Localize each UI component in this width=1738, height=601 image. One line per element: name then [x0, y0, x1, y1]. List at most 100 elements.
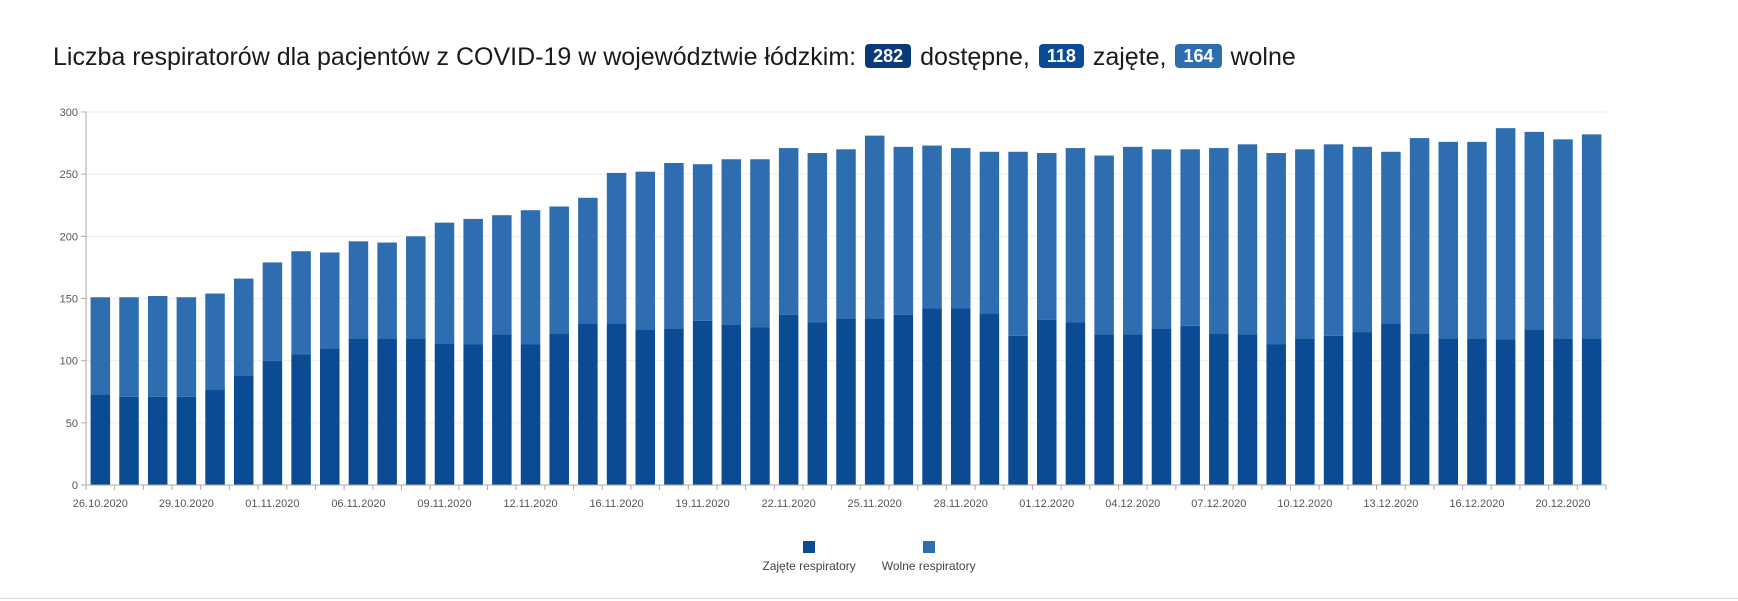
bar-occupied[interactable]: [750, 327, 770, 485]
bar-free[interactable]: [1065, 148, 1086, 323]
bar-free[interactable]: [520, 210, 541, 345]
bar-occupied[interactable]: [979, 313, 1000, 485]
bar-occupied[interactable]: [492, 334, 512, 485]
bar-occupied[interactable]: [1323, 335, 1344, 485]
bar-free[interactable]: [1295, 149, 1315, 339]
bar-occupied[interactable]: [1094, 334, 1114, 485]
bar-free[interactable]: [1381, 151, 1401, 324]
bar-occupied[interactable]: [1438, 338, 1459, 485]
bar-free[interactable]: [377, 242, 397, 339]
bar-free[interactable]: [836, 149, 856, 319]
bar-occupied[interactable]: [147, 396, 168, 485]
bar-occupied[interactable]: [119, 396, 139, 485]
bar-free[interactable]: [635, 171, 655, 330]
bar-free[interactable]: [893, 146, 914, 315]
bar-free[interactable]: [664, 162, 684, 329]
bar-occupied[interactable]: [1295, 338, 1315, 485]
bar-occupied[interactable]: [807, 322, 828, 485]
bar-occupied[interactable]: [1553, 338, 1573, 485]
bar-occupied[interactable]: [1467, 338, 1487, 485]
bar-free[interactable]: [463, 218, 483, 345]
bar-occupied[interactable]: [348, 338, 369, 485]
bar-free[interactable]: [1323, 144, 1344, 336]
bar-free[interactable]: [233, 278, 254, 376]
bar-occupied[interactable]: [434, 343, 455, 485]
bar-free[interactable]: [434, 222, 455, 344]
bar-free[interactable]: [606, 172, 627, 324]
bar-free[interactable]: [578, 197, 598, 324]
bar-free[interactable]: [90, 297, 111, 395]
bar-occupied[interactable]: [406, 338, 426, 485]
bar-free[interactable]: [406, 236, 426, 339]
bar-occupied[interactable]: [606, 323, 627, 485]
bar-occupied[interactable]: [1123, 334, 1143, 485]
bar-free[interactable]: [1151, 149, 1172, 329]
bar-occupied[interactable]: [635, 329, 655, 485]
bar-free[interactable]: [1495, 128, 1516, 340]
bar-occupied[interactable]: [1352, 332, 1372, 485]
bar-occupied[interactable]: [922, 308, 942, 485]
bar-occupied[interactable]: [893, 314, 914, 485]
bar-free[interactable]: [549, 206, 569, 334]
bar-free[interactable]: [291, 251, 311, 355]
bar-occupied[interactable]: [664, 328, 684, 485]
bar-occupied[interactable]: [778, 314, 799, 485]
bar-free[interactable]: [778, 148, 799, 315]
bar-occupied[interactable]: [377, 338, 397, 485]
bar-free[interactable]: [922, 145, 942, 309]
bar-free[interactable]: [262, 262, 283, 361]
bar-free[interactable]: [348, 241, 369, 339]
bar-occupied[interactable]: [1495, 339, 1516, 485]
bar-occupied[interactable]: [90, 394, 111, 485]
bar-free[interactable]: [950, 148, 971, 309]
bar-occupied[interactable]: [1266, 344, 1286, 485]
bar-occupied[interactable]: [1409, 333, 1430, 485]
bar-free[interactable]: [979, 151, 1000, 314]
bar-free[interactable]: [1008, 151, 1028, 336]
bar-free[interactable]: [692, 164, 713, 321]
bar-occupied[interactable]: [520, 344, 541, 485]
bar-occupied[interactable]: [1237, 334, 1258, 485]
bar-free[interactable]: [1524, 131, 1545, 330]
bar-occupied[interactable]: [578, 323, 598, 485]
bar-occupied[interactable]: [233, 375, 254, 485]
bar-occupied[interactable]: [950, 308, 971, 485]
bar-free[interactable]: [864, 135, 885, 319]
bar-occupied[interactable]: [1065, 322, 1086, 485]
bar-free[interactable]: [1352, 146, 1372, 333]
bar-free[interactable]: [807, 153, 828, 323]
bar-free[interactable]: [320, 252, 340, 349]
bar-free[interactable]: [492, 215, 512, 335]
bar-occupied[interactable]: [1381, 323, 1401, 485]
bar-occupied[interactable]: [176, 396, 197, 485]
bar-occupied[interactable]: [692, 320, 713, 485]
bar-free[interactable]: [721, 159, 742, 325]
bar-occupied[interactable]: [1037, 319, 1057, 485]
bar-free[interactable]: [1123, 146, 1143, 335]
bar-free[interactable]: [176, 297, 197, 397]
bar-free[interactable]: [1553, 139, 1573, 339]
bar-occupied[interactable]: [262, 360, 283, 485]
bar-occupied[interactable]: [320, 348, 340, 485]
bar-free[interactable]: [1266, 153, 1286, 345]
bar-free[interactable]: [1094, 155, 1114, 335]
bar-free[interactable]: [205, 293, 225, 390]
bar-free[interactable]: [1237, 144, 1258, 335]
bar-occupied[interactable]: [1151, 328, 1172, 485]
bar-free[interactable]: [1438, 141, 1459, 339]
legend-item-occupied[interactable]: Zajęte respiratory: [762, 541, 856, 573]
bar-free[interactable]: [119, 297, 139, 397]
legend-item-free[interactable]: Wolne respiratory: [882, 541, 976, 573]
bar-occupied[interactable]: [1008, 335, 1028, 485]
bar-free[interactable]: [147, 296, 168, 397]
bar-occupied[interactable]: [1524, 329, 1545, 485]
bar-free[interactable]: [1581, 134, 1602, 339]
bar-occupied[interactable]: [1581, 338, 1602, 485]
bar-free[interactable]: [1409, 138, 1430, 334]
bar-occupied[interactable]: [549, 333, 569, 485]
bar-occupied[interactable]: [1209, 333, 1229, 485]
bar-occupied[interactable]: [836, 318, 856, 485]
bar-free[interactable]: [1209, 148, 1229, 334]
bar-occupied[interactable]: [205, 389, 225, 485]
bar-free[interactable]: [1180, 149, 1200, 326]
